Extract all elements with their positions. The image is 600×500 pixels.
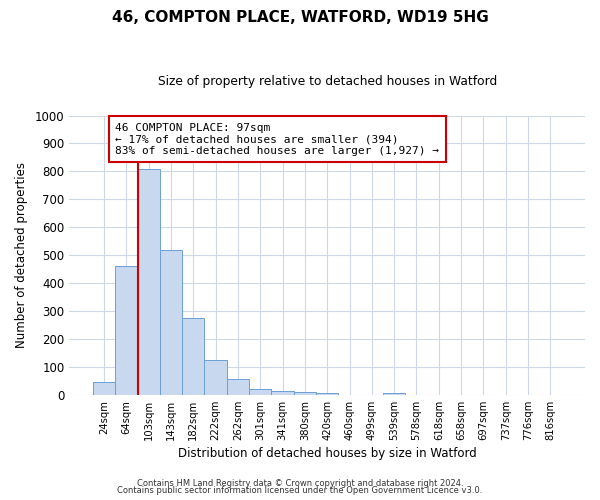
Bar [249,388,271,395]
Bar [316,392,338,395]
Text: 46 COMPTON PLACE: 97sqm
← 17% of detached houses are smaller (394)
83% of semi-d: 46 COMPTON PLACE: 97sqm ← 17% of detache… [115,122,439,156]
Title: Size of property relative to detached houses in Watford: Size of property relative to detached ho… [158,75,497,88]
Bar [383,392,406,395]
Text: 46, COMPTON PLACE, WATFORD, WD19 5HG: 46, COMPTON PLACE, WATFORD, WD19 5HG [112,10,488,25]
Bar [182,318,205,395]
Text: Contains public sector information licensed under the Open Government Licence v3: Contains public sector information licen… [118,486,482,495]
Bar [160,250,182,395]
Bar [93,382,115,395]
Bar [271,390,294,395]
Bar [227,378,249,395]
Bar [115,266,137,395]
Text: Contains HM Land Registry data © Crown copyright and database right 2024.: Contains HM Land Registry data © Crown c… [137,478,463,488]
X-axis label: Distribution of detached houses by size in Watford: Distribution of detached houses by size … [178,447,476,460]
Bar [294,392,316,395]
Y-axis label: Number of detached properties: Number of detached properties [15,162,28,348]
Bar [137,168,160,395]
Bar [205,360,227,395]
